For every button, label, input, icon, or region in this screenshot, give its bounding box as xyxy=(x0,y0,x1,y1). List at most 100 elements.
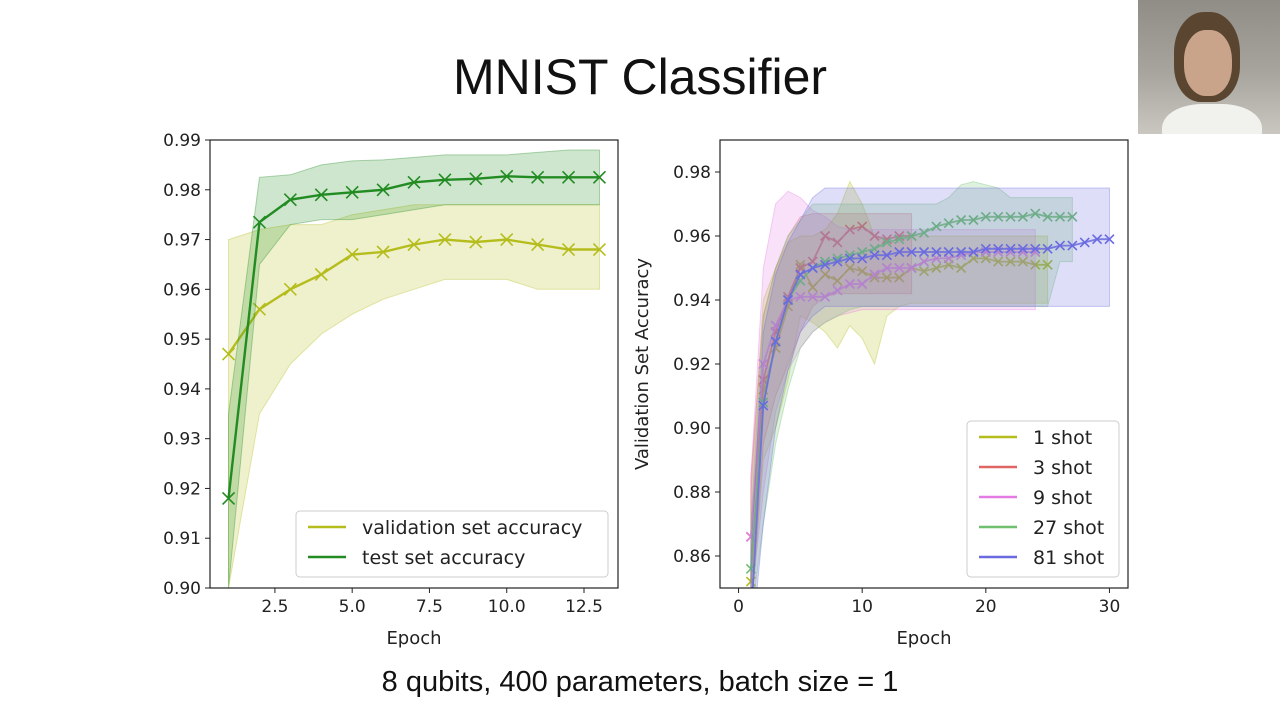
y-tick-label: 0.97 xyxy=(163,231,201,251)
point-series-1 xyxy=(592,170,607,184)
point-series-3 xyxy=(943,218,954,229)
y-tick-label: 0.99 xyxy=(163,131,201,151)
band-series-1 xyxy=(750,213,913,588)
point-series-1 xyxy=(531,170,545,184)
x-tick-label: 0 xyxy=(733,597,744,617)
point-series-4 xyxy=(1092,234,1103,245)
legend-entry: validation set accuracy xyxy=(362,517,582,539)
band-series-0 xyxy=(750,180,1049,588)
point-series-4 xyxy=(894,246,905,258)
band-series-1 xyxy=(228,149,600,588)
y-axis-label: Validation Set Accuracy xyxy=(632,258,653,470)
point-series-3 xyxy=(956,214,967,226)
x-tick-label: 12.5 xyxy=(565,597,603,617)
point-series-0 xyxy=(561,242,576,257)
point-series-3 xyxy=(1067,211,1078,222)
point-series-4 xyxy=(931,246,942,258)
point-series-0 xyxy=(376,245,390,259)
y-tick-label: 0.94 xyxy=(673,291,711,311)
point-series-3 xyxy=(1005,211,1016,222)
y-tick-label: 0.86 xyxy=(673,547,711,567)
point-series-0 xyxy=(956,262,967,274)
point-series-0 xyxy=(1030,259,1041,270)
point-series-4 xyxy=(906,246,917,258)
point-series-2 xyxy=(881,262,892,274)
x-tick-label: 10 xyxy=(851,597,873,617)
point-series-2 xyxy=(869,269,880,280)
point-series-2 xyxy=(857,278,868,290)
band-series-3 xyxy=(750,181,1073,588)
point-series-4 xyxy=(1042,243,1053,254)
point-series-1 xyxy=(221,491,236,505)
point-series-4 xyxy=(1079,237,1090,248)
y-tick-label: 0.96 xyxy=(673,227,711,247)
point-series-1 xyxy=(407,175,421,189)
webcam-thumbnail xyxy=(1138,0,1280,134)
point-series-0 xyxy=(931,262,942,274)
x-axis-label: Epoch xyxy=(896,628,951,649)
plot-area xyxy=(221,149,607,588)
y-tick-label: 0.95 xyxy=(163,330,201,350)
point-series-2 xyxy=(918,256,930,267)
point-series-3 xyxy=(918,227,930,238)
point-series-0 xyxy=(283,282,297,296)
point-series-4 xyxy=(758,400,769,411)
point-series-2 xyxy=(844,278,855,290)
band-series-2 xyxy=(750,190,1036,588)
y-tick-label: 0.96 xyxy=(163,280,201,300)
y-tick-label: 0.90 xyxy=(163,579,201,599)
point-series-3 xyxy=(1017,211,1028,222)
plot-area xyxy=(745,180,1115,625)
plot-frame xyxy=(209,139,619,589)
slide-caption: 8 qubits, 400 parameters, batch size = 1 xyxy=(381,666,899,698)
point-series-1 xyxy=(820,230,831,242)
presenter-face xyxy=(1184,30,1232,96)
point-series-2 xyxy=(795,291,806,302)
point-series-1 xyxy=(869,230,880,242)
point-series-0 xyxy=(869,272,880,283)
point-series-0 xyxy=(807,282,818,293)
point-series-0 xyxy=(500,232,514,247)
point-series-0 xyxy=(918,266,930,277)
accuracy-chart: 0.90 0.91 0.92 0.93 0.94 0.95 0.96 0.97 0.98 0.99… xyxy=(163,131,619,649)
point-series-4 xyxy=(807,262,818,274)
y-tick-label: 0.92 xyxy=(673,355,711,375)
point-series-3 xyxy=(968,214,979,226)
point-series-4 xyxy=(1104,234,1115,245)
point-series-3 xyxy=(894,234,905,245)
legend-box xyxy=(966,420,1120,578)
point-series-4 xyxy=(746,616,755,625)
y-tick-label: 0.98 xyxy=(673,163,711,183)
x-tick-label: 10.0 xyxy=(488,597,526,617)
point-series-0 xyxy=(252,302,267,316)
point-series-4 xyxy=(956,246,967,258)
x-tick-label: 20 xyxy=(975,597,997,617)
point-series-0 xyxy=(314,267,328,281)
point-series-4 xyxy=(943,246,954,258)
point-series-2 xyxy=(820,291,831,302)
point-series-1 xyxy=(438,173,452,187)
x-tick-label: 30 xyxy=(1099,597,1121,617)
point-series-4 xyxy=(770,336,781,347)
point-series-0 xyxy=(993,256,1004,267)
point-series-1 xyxy=(758,374,769,386)
point-series-1 xyxy=(844,224,855,235)
point-series-4 xyxy=(782,294,794,306)
point-series-4 xyxy=(1030,243,1041,254)
point-series-2 xyxy=(894,262,905,274)
point-series-1 xyxy=(561,170,576,184)
x-tick-label: 5.0 xyxy=(339,597,366,617)
y-tick-label: 0.94 xyxy=(163,380,201,400)
line-series-2 xyxy=(750,251,1036,537)
point-series-4 xyxy=(820,259,831,270)
y-tick-label: 0.92 xyxy=(163,479,201,499)
point-series-0 xyxy=(820,269,831,280)
line-series-1 xyxy=(750,225,912,537)
legend: 1 shot 3 shot 9 shot 27 shot 81 shot xyxy=(966,420,1120,578)
point-series-1 xyxy=(832,237,843,248)
point-series-4 xyxy=(1017,243,1028,254)
point-series-1 xyxy=(314,188,328,202)
point-series-0 xyxy=(1017,256,1028,267)
x-tick-label: 7.5 xyxy=(416,597,443,617)
